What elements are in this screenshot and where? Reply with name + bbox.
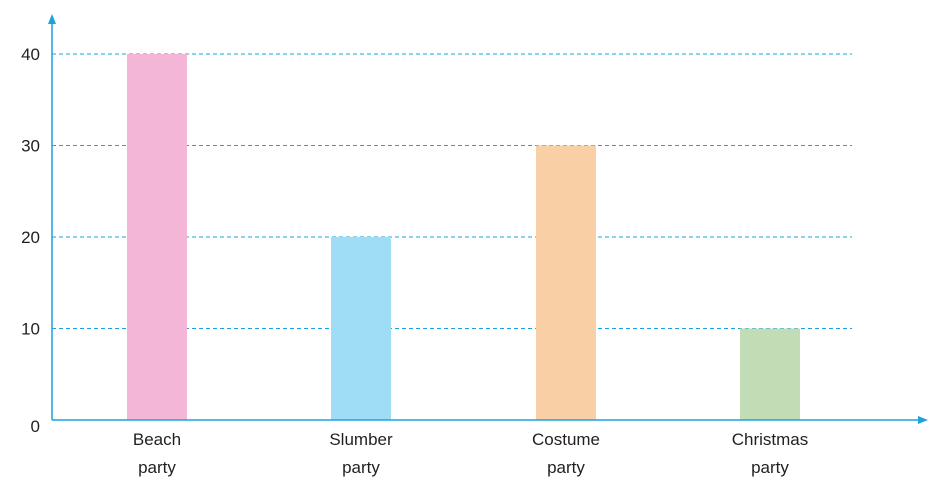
- x-category-label: Christmas: [732, 430, 809, 449]
- y-tick-label: 10: [21, 320, 40, 339]
- y-tick-label: 40: [21, 45, 40, 64]
- y-tick-label: 0: [31, 417, 40, 436]
- y-tick-label: 20: [21, 228, 40, 247]
- x-category-labels: Beach party Slumber party Costume party Christ…: [133, 430, 808, 477]
- bar-slumber: [331, 237, 391, 420]
- axes: [48, 14, 928, 424]
- x-category-label: Costume: [532, 430, 600, 449]
- y-tick-label: 30: [21, 137, 40, 156]
- bar-beach: [127, 54, 187, 420]
- x-category-label: party: [138, 458, 176, 477]
- bar-christmas: [740, 328, 800, 420]
- x-category-label: party: [342, 458, 380, 477]
- x-category-label: party: [547, 458, 585, 477]
- x-category-label: party: [751, 458, 789, 477]
- x-axis-arrowhead: [918, 416, 928, 424]
- bar-costume: [536, 145, 596, 420]
- y-axis-arrowhead: [48, 14, 56, 24]
- bars: [127, 54, 800, 420]
- y-tick-labels: 0 10 20 30 40: [21, 45, 40, 436]
- x-category-label: Slumber: [329, 430, 393, 449]
- x-category-label: Beach: [133, 430, 181, 449]
